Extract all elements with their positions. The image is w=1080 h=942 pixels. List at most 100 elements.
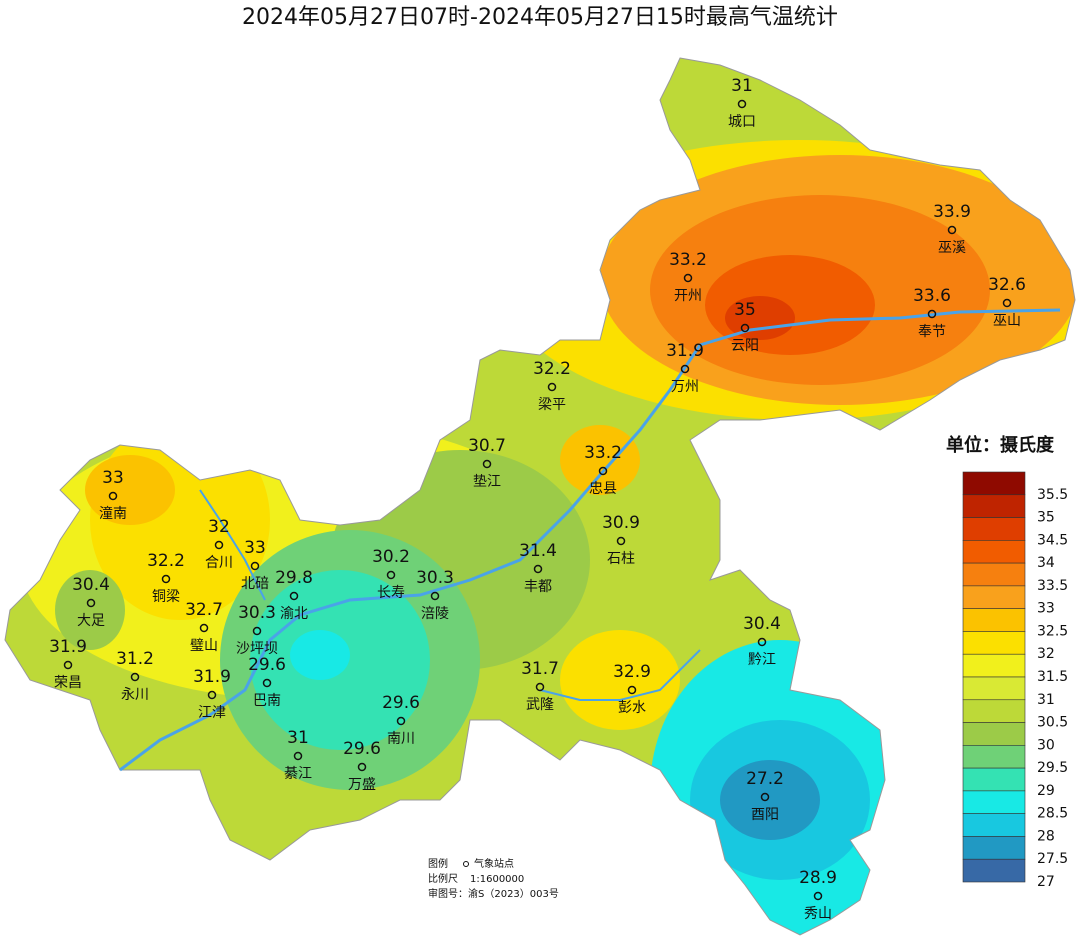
station-name: 武隆	[526, 697, 554, 713]
station-name: 綦江	[284, 766, 312, 782]
boundary	[4, 57, 1076, 936]
station-name: 巴南	[253, 693, 281, 709]
station-marker	[430, 591, 440, 601]
station-value: 32.2	[533, 359, 571, 379]
station-name: 云阳	[731, 338, 759, 354]
legend-label: 34.5	[1037, 532, 1068, 548]
station-name: 大足	[77, 613, 105, 629]
station-value: 33.6	[913, 286, 951, 306]
zone	[725, 296, 795, 340]
station-marker	[740, 323, 750, 333]
station-name: 酉阳	[751, 807, 779, 823]
legend-label: 27	[1037, 874, 1055, 890]
station-name: 城口	[728, 114, 756, 130]
legend-swatch	[962, 745, 1026, 769]
legend-swatch	[962, 585, 1026, 609]
station-value: 35	[734, 300, 756, 320]
station-marker	[737, 99, 747, 109]
zone	[560, 630, 680, 730]
station-marker	[757, 637, 767, 647]
station-value: 28.9	[799, 868, 837, 888]
station-name: 垫江	[473, 474, 501, 490]
station-marker	[289, 591, 299, 601]
legend-swatch	[962, 653, 1026, 678]
legend-label: 31	[1037, 692, 1055, 708]
temperature-zones	[5, 58, 1075, 935]
station-value: 32.9	[613, 662, 651, 682]
station-name: 万州	[671, 379, 699, 395]
station-marker	[262, 678, 272, 688]
legend-label: 33	[1037, 601, 1055, 617]
station-name: 巫山	[993, 313, 1021, 329]
footnote-scale: 1:1600000	[470, 874, 524, 885]
station-value: 27.2	[746, 769, 784, 789]
footnote-approval: 审图号：渝S（2023）003号	[428, 887, 559, 900]
legend-label: 28.5	[1037, 806, 1068, 822]
station-marker	[547, 382, 557, 392]
station-marker	[108, 491, 118, 501]
legend-label: 29	[1037, 783, 1055, 799]
zone	[720, 760, 820, 840]
legend-swatch	[962, 722, 1026, 746]
station-marker	[252, 626, 262, 636]
station-value: 31.7	[521, 659, 559, 679]
river	[119, 308, 1061, 772]
station-marker	[683, 273, 693, 283]
stations: 31 城口 33.9 巫溪 33.2 开州 35 云阳 33.6 奉节 32.6 巫山 31.9 万州 32…	[49, 76, 1026, 922]
station-marker	[130, 672, 140, 682]
station-name: 江津	[198, 705, 226, 721]
station-marker	[86, 598, 96, 608]
legend-label: 30.5	[1037, 715, 1068, 731]
station-marker	[627, 685, 637, 695]
station-name: 奉节	[918, 324, 946, 340]
legend-swatch	[962, 790, 1026, 814]
station-name: 忠县	[589, 481, 617, 497]
station-name: 长寿	[377, 584, 405, 601]
footnote-marker	[463, 861, 469, 867]
station-name: 秀山	[804, 906, 832, 922]
station-value: 31	[731, 76, 753, 96]
station-marker	[357, 762, 367, 772]
station-value: 33.2	[669, 250, 707, 270]
legend-swatch	[962, 471, 1026, 496]
station-name: 璧山	[190, 637, 218, 654]
station-value: 30.3	[238, 603, 276, 623]
station-value: 30.4	[72, 575, 110, 595]
station-name: 永川	[121, 687, 149, 703]
station-value: 29.6	[343, 739, 381, 759]
station-name: 荣昌	[54, 675, 82, 691]
legend-swatch	[962, 631, 1026, 655]
station-value: 31.9	[49, 637, 87, 657]
legend-swatch	[962, 494, 1026, 518]
station-marker	[598, 466, 608, 476]
station-name: 涪陵	[421, 606, 449, 622]
station-name: 万盛	[348, 777, 376, 793]
station-name: 黔江	[748, 652, 776, 668]
station-name: 潼南	[99, 505, 127, 522]
station-marker	[760, 792, 770, 802]
station-value: 33	[244, 538, 266, 558]
legend-swatch	[962, 858, 1026, 883]
station-name: 沙坪坝	[236, 641, 278, 657]
station-marker	[535, 682, 545, 692]
station-name: 南川	[387, 731, 415, 747]
station-value: 29.6	[248, 655, 286, 675]
station-marker	[616, 536, 626, 546]
zone	[290, 630, 350, 680]
station-value: 30.3	[416, 568, 454, 588]
legend-unit: 单位：摄氏度	[946, 434, 1055, 456]
station-marker	[293, 751, 303, 761]
legend-swatch	[962, 562, 1026, 587]
station-value: 30.4	[743, 614, 781, 634]
station-marker	[250, 561, 260, 571]
legend-swatch	[962, 608, 1026, 632]
station-marker	[63, 660, 73, 670]
station-value: 31	[287, 728, 309, 748]
legend-label: 28	[1037, 828, 1055, 844]
station-name: 开州	[674, 288, 702, 304]
legend-swatch	[962, 517, 1026, 541]
station-value: 33.2	[584, 443, 622, 463]
zone	[560, 425, 640, 495]
footnote-station: 气象站点	[474, 857, 514, 870]
